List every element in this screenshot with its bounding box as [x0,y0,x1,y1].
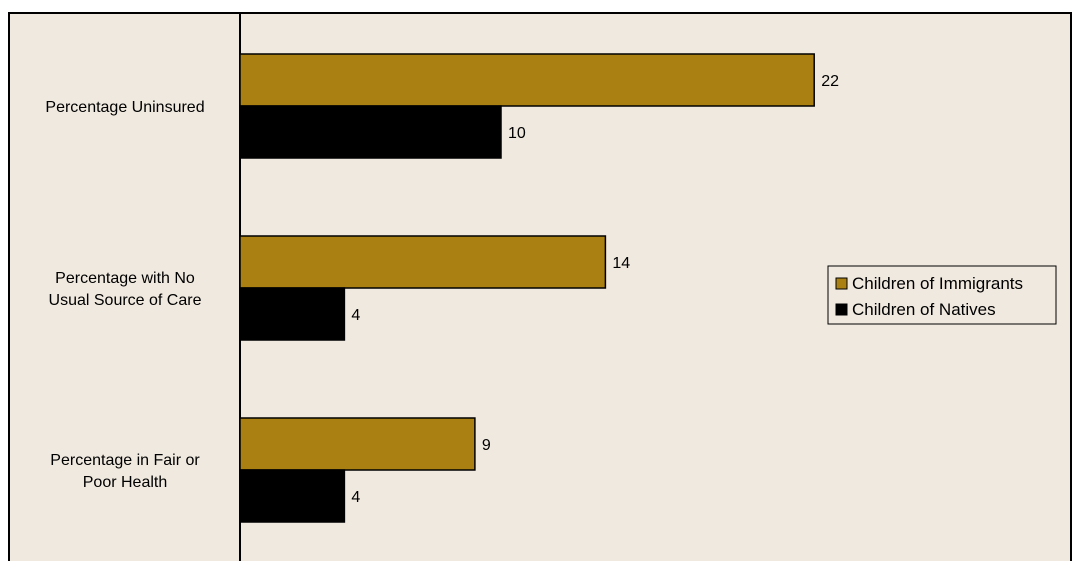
data-label: 9 [482,437,491,454]
legend-swatch [835,303,848,316]
bar [239,469,346,523]
chart-svg: Percentage Uninsured 22 10 Percentage with … [45,14,1057,561]
category-label: Percentage in Fair or Poor Health [50,452,200,491]
bar [239,417,476,471]
bar [239,235,607,289]
category-label: Percentage with No Usual Source of Care [49,270,202,309]
category-label-line: Percentage Uninsured [45,99,204,116]
legend-box [827,265,1057,325]
data-label: 10 [508,125,526,142]
category-label-line: Percentage in Fair or [50,452,200,469]
legend-label: Children of Natives [852,300,996,319]
data-label: 22 [821,73,839,90]
chart-frame: Percentage Uninsured 22 10 Percentage with … [8,12,1072,561]
category-label-line: Usual Source of Care [49,292,202,309]
data-label: 4 [351,489,360,506]
category-label: Percentage Uninsured [45,99,204,116]
data-label: 4 [351,307,360,324]
data-label: 14 [612,255,630,272]
category-label-line: Poor Health [83,474,168,491]
legend-swatch [835,277,848,290]
bar [239,287,346,341]
legend-label: Children of Immigrants [852,274,1023,293]
bar [239,53,815,107]
category-label-line: Percentage with No [55,270,195,287]
bar [239,105,502,159]
